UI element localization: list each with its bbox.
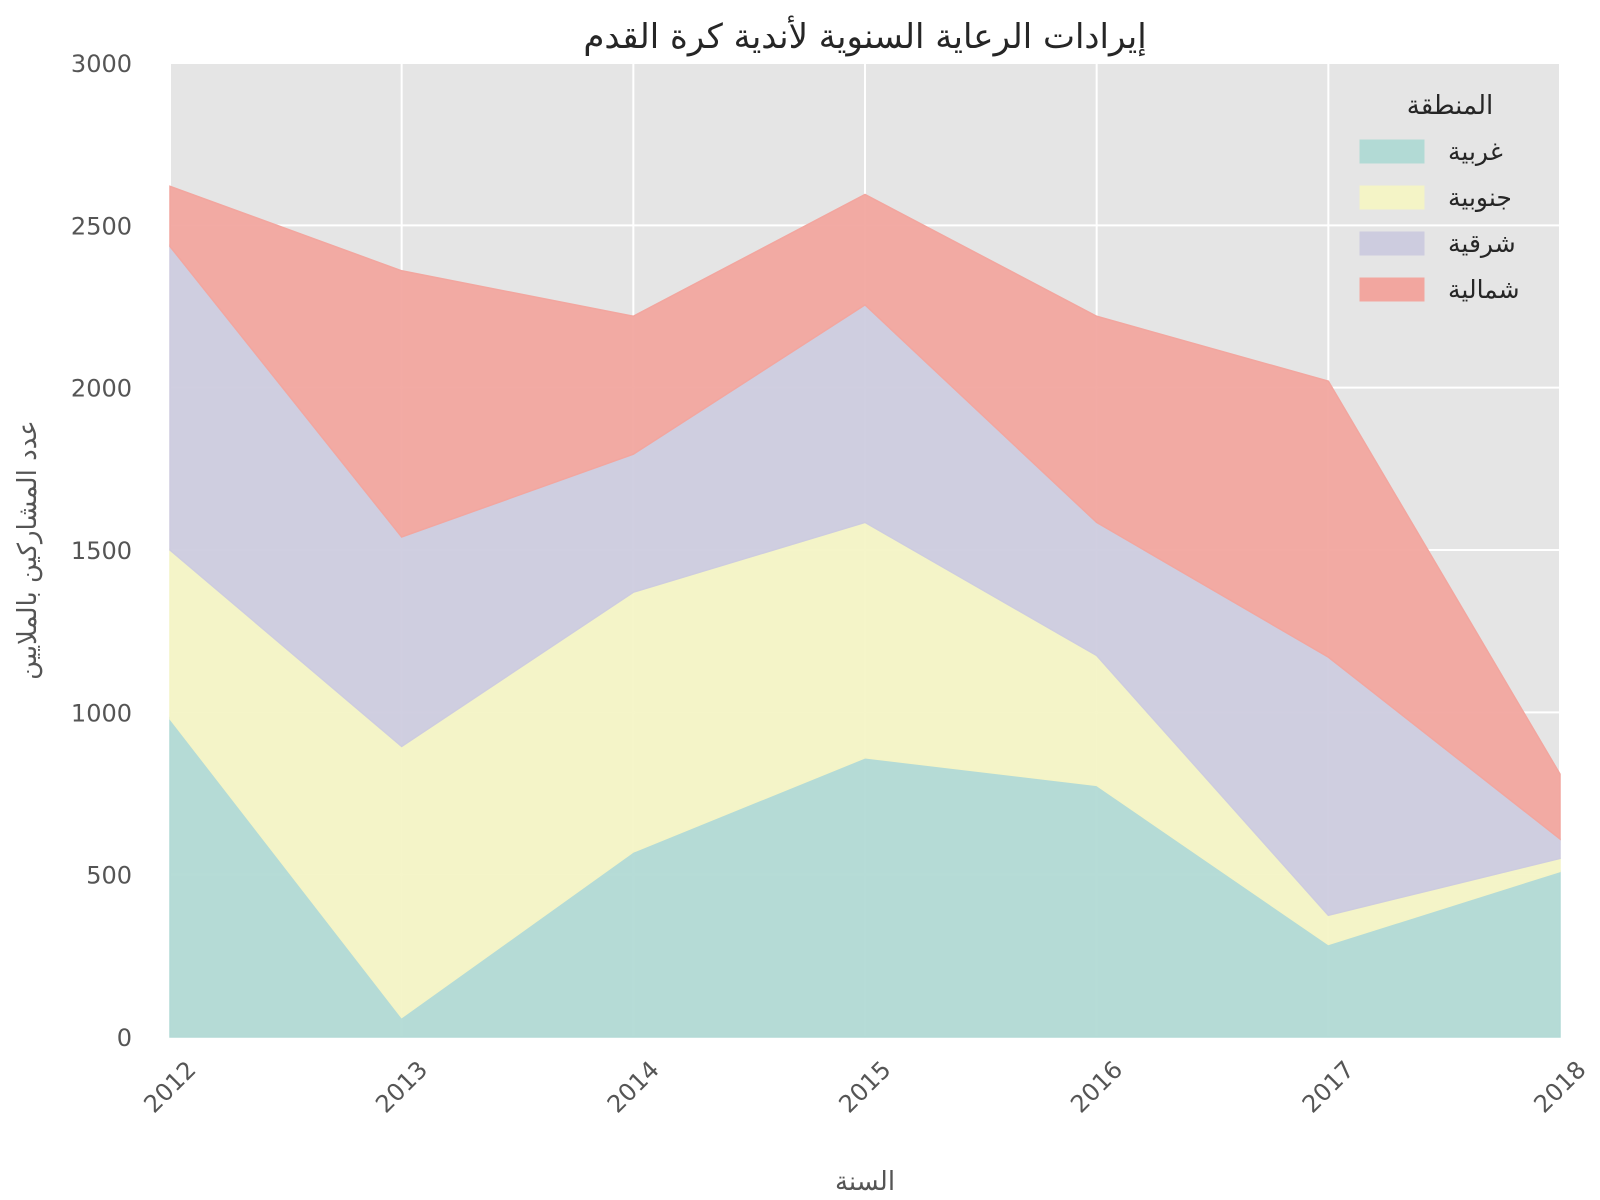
x-axis-ticks: 2012 2013 2014 2015 2016 2017 2018 (139, 1056, 1592, 1119)
legend-title: المنطقة (1407, 91, 1493, 121)
y-tick-label: 500 (86, 862, 132, 890)
x-tick-label: 2018 (1529, 1056, 1592, 1119)
chart-title: إيرادات الرعاية السنوية لأندية كرة القدم (583, 15, 1146, 57)
y-tick-label: 1500 (71, 537, 132, 565)
legend: المنطقة غربية جنوبية شرقية شمالية (1359, 91, 1520, 304)
y-tick-label: 3000 (71, 50, 132, 78)
legend-swatch (1359, 139, 1425, 164)
x-axis-label: السنة (835, 1167, 895, 1197)
x-tick-label: 2013 (370, 1056, 433, 1119)
legend-label: شرقية (1448, 229, 1516, 258)
legend-label: جنوبية (1448, 183, 1512, 212)
x-tick-label: 2012 (139, 1056, 202, 1119)
legend-swatch (1359, 277, 1425, 302)
y-axis-ticks: 0 500 1000 1500 2000 2500 3000 (71, 50, 132, 1052)
y-tick-label: 0 (117, 1024, 132, 1052)
area-series-4 (169, 185, 1561, 841)
legend-swatch (1359, 231, 1425, 256)
x-tick-label: 2014 (602, 1056, 665, 1119)
legend-swatch (1359, 185, 1425, 210)
y-tick-label: 1000 (71, 699, 132, 727)
y-tick-label: 2500 (71, 212, 132, 240)
x-tick-label: 2016 (1065, 1056, 1128, 1119)
x-tick-label: 2017 (1297, 1056, 1360, 1119)
x-tick-label: 2015 (834, 1056, 897, 1119)
legend-label: غربية (1448, 137, 1503, 166)
legend-label: شمالية (1448, 275, 1520, 304)
y-axis-label: عدد المشاركين بالملايين (13, 420, 43, 680)
y-tick-label: 2000 (71, 375, 132, 403)
legend-items: غربية جنوبية شرقية شمالية (1359, 137, 1520, 304)
area-series (169, 185, 1561, 1038)
